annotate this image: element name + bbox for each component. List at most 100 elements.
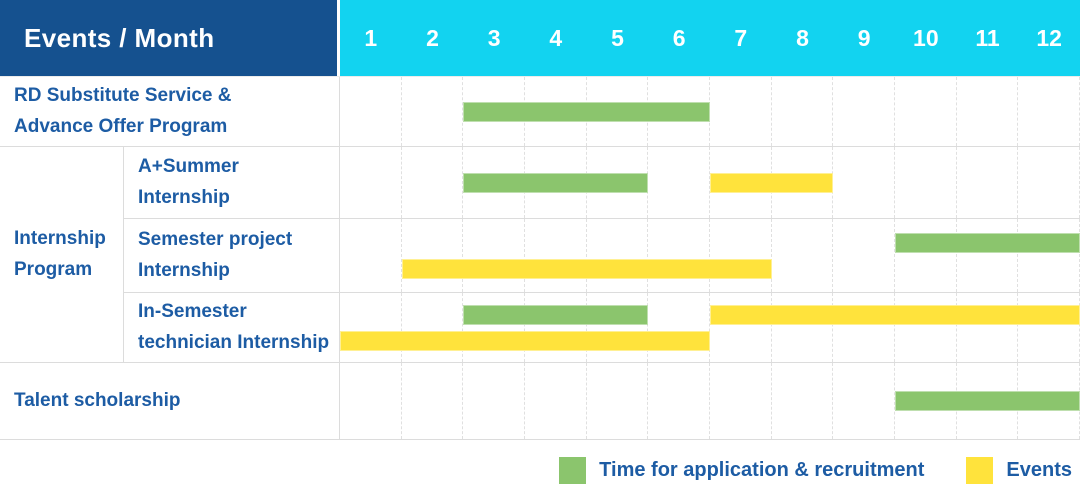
month-label: 11 (975, 24, 1000, 51)
month-gridline (340, 219, 402, 292)
row-label-line: Semester project (138, 229, 293, 251)
month-gridline (525, 219, 587, 292)
month-gridline (402, 147, 464, 218)
row-label-line: A+Summer (138, 156, 239, 178)
month-gridline (772, 293, 834, 362)
month-gridline (833, 293, 895, 362)
legend-item-events: Events (966, 457, 1072, 484)
month-gridline (463, 219, 525, 292)
month-gridline (340, 77, 402, 146)
month-label: 1 (364, 24, 378, 51)
row-label-line: RD Substitute Service & (14, 85, 232, 107)
application-bar (463, 101, 710, 122)
application-bar (463, 304, 649, 325)
application-bar (463, 172, 649, 193)
month-gridline (648, 293, 710, 362)
month-label: 8 (796, 24, 809, 51)
month-gridlines (340, 293, 1080, 362)
bar-line (340, 391, 1080, 411)
month-gridline (895, 147, 957, 218)
legend-item-application: Time for application & recruitment (559, 457, 924, 484)
month-label: 4 (549, 24, 563, 51)
row-label: RD Substitute Service & Advance Offer Pro… (0, 77, 340, 147)
sub-row-label: A+Summer Internship (124, 147, 340, 219)
events-bar (401, 258, 772, 279)
month-gridline (772, 77, 834, 146)
month-label: 9 (857, 24, 871, 51)
month-gridline (710, 293, 772, 362)
month-gridline (525, 293, 587, 362)
month-gridline (772, 363, 834, 439)
table-header: Events / Month 1 2 3 4 5 6 7 8 9 10 11 12 (0, 0, 1080, 76)
month-gridline (340, 363, 402, 439)
month-label: 12 (1036, 24, 1062, 51)
month-gridline (957, 147, 1019, 218)
legend: Time for application & recruitment Events (559, 457, 1072, 484)
sub-row-label: In-Semester technician Internship (124, 293, 340, 363)
month-gridline (525, 363, 587, 439)
month-gridline (587, 363, 649, 439)
month-header: 1 2 3 4 5 6 7 8 9 10 11 12 (340, 0, 1080, 76)
bar-line (340, 172, 1080, 193)
month-gridline (587, 293, 649, 362)
month-gridline (648, 363, 710, 439)
row-bars (340, 77, 1080, 147)
month-gridline (833, 77, 895, 146)
month-label: 10 (913, 24, 939, 51)
bar-line (340, 304, 1080, 325)
gantt-grid: RD Substitute Service & Advance Offer Pro… (0, 76, 1080, 440)
bar-line (340, 101, 1080, 122)
row-label: Talent scholarship (0, 363, 340, 440)
application-bar (895, 391, 1080, 411)
month-gridline (402, 363, 464, 439)
month-label: 6 (672, 24, 686, 51)
month-label: 7 (734, 24, 748, 51)
month-gridline (402, 293, 464, 362)
bar-lines (340, 219, 1080, 292)
month-gridline (648, 147, 710, 218)
events-bar (710, 172, 834, 193)
month-gridline (710, 363, 772, 439)
bar-lines (340, 147, 1080, 218)
month-gridline (833, 219, 895, 292)
month-gridline (895, 77, 957, 146)
row-bars (340, 363, 1080, 440)
row-label-line: Internship (138, 186, 230, 208)
month-gridline (957, 219, 1019, 292)
row-label-line: Talent scholarship (14, 389, 181, 411)
month-gridline (648, 219, 710, 292)
month-gridline (895, 219, 957, 292)
month-gridline (463, 363, 525, 439)
group-label-line: Program (14, 258, 93, 280)
month-gridline (833, 147, 895, 218)
month-gridline (587, 219, 649, 292)
group-label-line: Internship (14, 228, 106, 250)
bar-line (340, 258, 1080, 279)
group-label: Internship Program (0, 147, 124, 363)
bar-lines (340, 77, 1080, 146)
events-month-header-cell: Events / Month (0, 0, 340, 76)
legend-label: Events (1006, 459, 1072, 481)
month-gridline (957, 293, 1019, 362)
row-label-line: In-Semester (138, 301, 247, 323)
month-gridline (402, 77, 464, 146)
month-gridline (340, 293, 402, 362)
events-swatch (966, 457, 994, 484)
sub-row-label: Semester project Internship (124, 219, 340, 293)
month-label: 5 (611, 24, 624, 51)
application-swatch (559, 457, 587, 484)
month-label: 2 (426, 24, 439, 51)
month-label: 3 (487, 24, 501, 51)
bar-line (340, 330, 1080, 351)
row-bars (340, 147, 1080, 219)
month-gridline (340, 147, 402, 218)
row-bars (340, 293, 1080, 363)
bar-lines (340, 293, 1080, 362)
month-gridline (772, 219, 834, 292)
application-bar (895, 232, 1080, 253)
month-gridline (833, 363, 895, 439)
bar-lines (340, 363, 1080, 439)
month-gridline (402, 219, 464, 292)
month-gridline (710, 219, 772, 292)
